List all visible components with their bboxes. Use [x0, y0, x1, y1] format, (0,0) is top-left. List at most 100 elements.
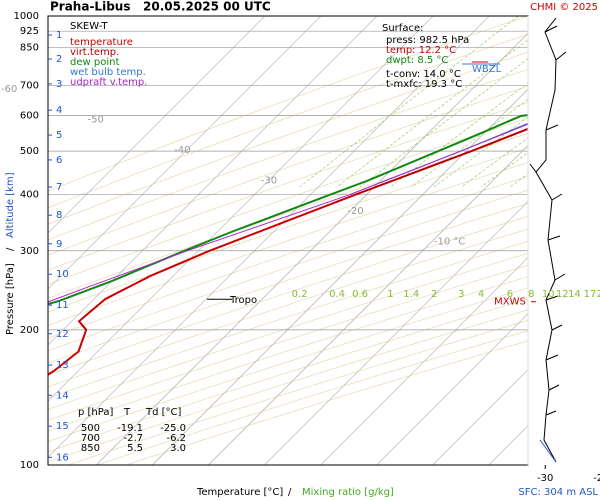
mxws-label: MXWS	[494, 297, 526, 308]
mixing-ratio-label: 0.6	[352, 289, 368, 300]
dry-adiabat	[48, 51, 528, 225]
y-tick-label: 400	[20, 190, 39, 201]
dry-adiabat	[48, 252, 528, 410]
mixing-ratio-label: 0.2	[292, 289, 308, 300]
mixing-ratio-label: 8	[528, 289, 534, 300]
isotherm	[48, 16, 490, 458]
legend-entry: dew point	[70, 57, 119, 68]
altitude-label: 3	[56, 79, 62, 90]
mixing-ratio-line	[531, 16, 600, 187]
mixing-ratio-line	[562, 16, 600, 187]
altitude-label: 4	[56, 105, 62, 116]
separator: /	[5, 247, 16, 251]
profile-line	[48, 114, 528, 306]
mixing-ratio-label: 6	[507, 289, 513, 300]
altitude-label: 5	[56, 130, 62, 141]
dry-adiabat	[48, 215, 528, 376]
surface-line: temp: 12.2 °C	[386, 45, 456, 56]
legend-entry: udpraft v.temp.	[70, 77, 147, 88]
chart-label: SKEW-T	[70, 21, 108, 32]
tropopause-label: Tropo	[229, 295, 257, 306]
y-tick-label: 300	[20, 246, 39, 257]
mixing-ratio-line	[460, 137, 528, 188]
y-axis-title: Pressure [hPa] / Altitude [km]	[5, 172, 16, 335]
altitude-label: 2	[56, 54, 62, 65]
mixing-ratio-label: 1	[387, 289, 393, 300]
table-cell: 5.5	[127, 443, 143, 454]
table-cell: 3.0	[170, 443, 186, 454]
dry-adiabat	[48, 264, 528, 421]
y-tick-label: 925	[20, 26, 39, 37]
surface-line: dwpt: 8.5 °C	[386, 55, 448, 66]
isotherm	[152, 88, 528, 465]
mixing-ratio-line	[590, 16, 600, 187]
dry-adiabat	[48, 287, 528, 442]
altitude-label: 7	[56, 182, 62, 193]
isotherm-label: -50	[88, 115, 104, 126]
altitude-label: 10	[56, 269, 69, 280]
mixing-ratio-line	[509, 173, 528, 188]
isotherm-label: -40	[174, 145, 190, 156]
dry-adiabat	[48, 298, 528, 453]
title: Praha-Libus 20.05.2025 00 UTC	[50, 0, 271, 14]
dry-adiabat	[48, 117, 528, 285]
mixing-ratio-label: 14	[568, 289, 581, 300]
dry-adiabat	[48, 240, 528, 399]
table-header: Td [°C]	[145, 407, 182, 418]
isotherm	[48, 16, 322, 290]
isotherm-label: -10 °C	[434, 237, 466, 248]
altitude-label: 11	[56, 300, 69, 311]
mixing-ratio-line	[548, 16, 600, 187]
wind-profile	[527, 16, 567, 465]
isotherm	[432, 369, 528, 465]
profile-line	[48, 123, 528, 303]
mixing-ratio-line	[480, 152, 528, 188]
altitude-label: 13	[56, 360, 69, 371]
table-header: p [hPa]	[78, 407, 113, 418]
dry-adiabat	[48, 147, 528, 313]
dry-adiabat	[67, 320, 528, 465]
mixing-ratio-label: 20	[597, 289, 600, 300]
dry-adiabat	[48, 162, 528, 326]
dry-adiabat	[48, 102, 528, 271]
table-cell: -25.0	[160, 423, 186, 434]
isotherm-label: -20	[347, 206, 363, 217]
mixing-ratio-line	[336, 39, 528, 188]
wind-barb-surface	[539, 439, 557, 463]
dry-adiabat	[48, 33, 528, 209]
footer: SFC: 304 m ASL	[518, 487, 598, 498]
isotherm-label: -60	[1, 84, 17, 95]
dry-adiabat	[48, 176, 528, 339]
isotherm	[208, 144, 528, 465]
altitude-label: 1	[56, 30, 62, 41]
surface-title: Surface:	[382, 23, 423, 34]
x2-label: Mixing ratio [g/kg]	[302, 487, 394, 498]
mixing-ratio-line	[574, 16, 600, 187]
y-tick-label: 1000	[14, 11, 39, 22]
mixing-ratio-line	[390, 82, 528, 188]
y-tick-label: 200	[20, 325, 39, 336]
dry-adiabat	[48, 309, 528, 463]
mixing-ratio-label: 12	[556, 289, 569, 300]
isotherm	[95, 32, 528, 465]
x-axis-title: Temperature [°C] / Mixing ratio [g/kg]	[196, 487, 394, 498]
surface-line: t-mxfc: 19.3 °C	[386, 79, 462, 90]
dry-adiabat	[48, 203, 528, 364]
table-cell: -2.7	[123, 433, 143, 444]
y-label: Pressure [hPa]	[5, 263, 16, 335]
y-tick-label: 100	[20, 460, 39, 471]
mixing-ratio-label: 3	[458, 289, 464, 300]
legend-entry: temperature	[70, 37, 133, 48]
altitude-label: 12	[56, 329, 69, 340]
profile-line	[355, 128, 528, 196]
mixing-ratio-label: 4	[478, 289, 484, 300]
y2-label: Altitude [km]	[5, 172, 16, 238]
isotherm	[376, 313, 528, 465]
table-cell: 700	[81, 433, 100, 444]
y-tick-label: 500	[20, 146, 39, 157]
wind-barbs	[529, 25, 567, 416]
altitude-label: 15	[56, 421, 69, 432]
dry-adiabat	[48, 228, 528, 388]
